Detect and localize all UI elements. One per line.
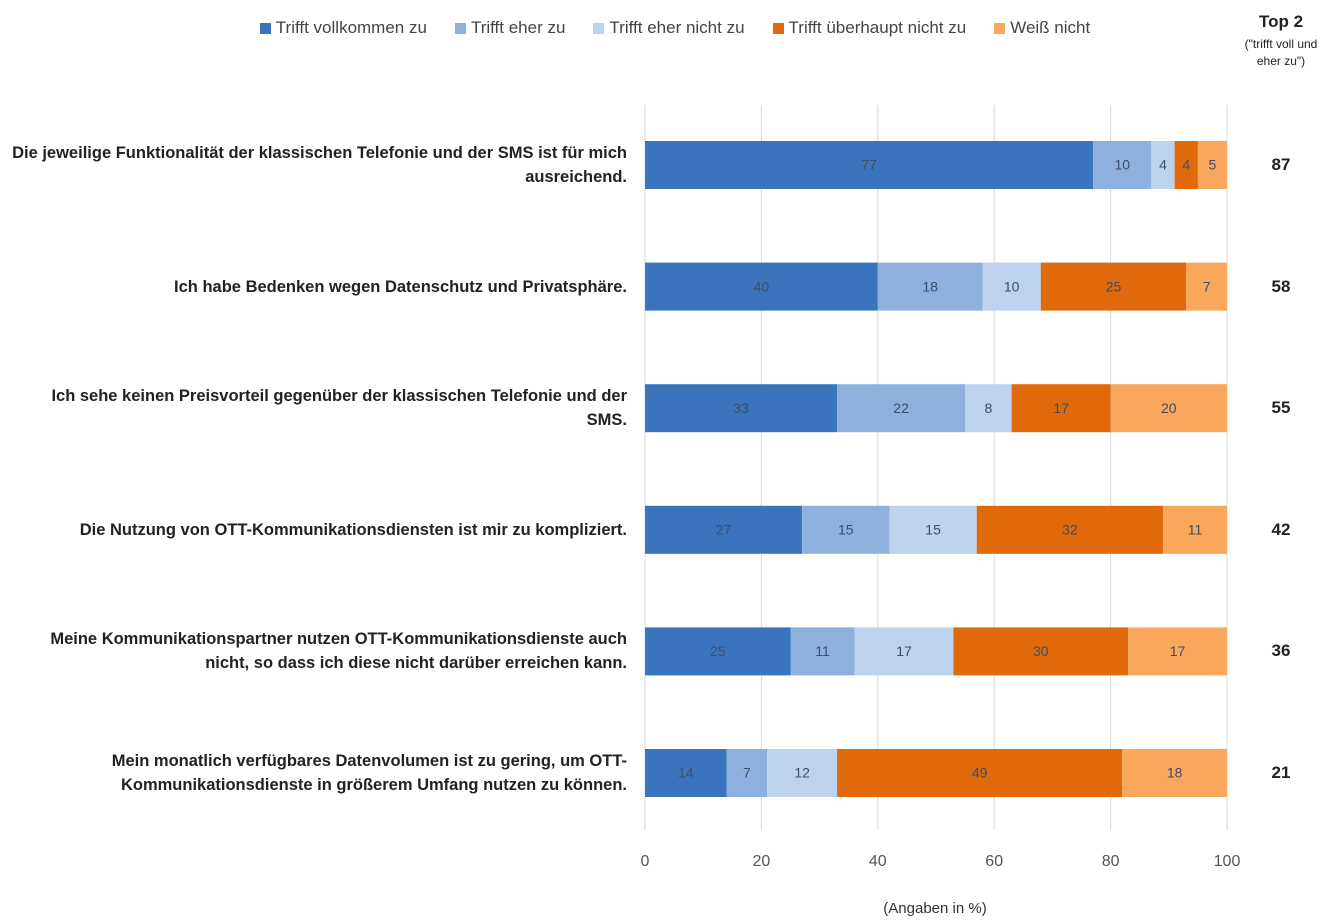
data-label: 4 (1182, 157, 1190, 173)
data-label: 20 (1161, 400, 1177, 416)
bar-segment (645, 627, 791, 676)
bar-segment (767, 749, 838, 797)
data-label: 10 (1004, 278, 1020, 294)
data-label: 15 (925, 522, 941, 538)
top2-note: ("trifft voll und eher zu") (1244, 37, 1318, 68)
category-label: Meine Kommunikationspartner nutzen OTT-K… (50, 630, 627, 673)
legend-label: Trifft vollkommen zu (275, 18, 427, 37)
legend-swatch (994, 22, 1006, 34)
category-label: Mein monatlich verfügbares Datenvolumen … (111, 752, 627, 794)
top2-value: 55 (1271, 398, 1291, 418)
legend-swatch (772, 22, 784, 34)
bar-segment (877, 262, 983, 311)
data-label: 12 (794, 765, 810, 781)
top2-value: 58 (1271, 276, 1291, 296)
bar-segment (645, 141, 1094, 189)
top2-value: 21 (1271, 763, 1291, 782)
bar-segment (1174, 141, 1198, 189)
bar-segment (889, 505, 977, 554)
x-tick-label: 40 (869, 853, 887, 870)
data-label: 4 (1159, 157, 1167, 173)
data-label: 17 (1053, 400, 1069, 416)
bar-segment (1040, 262, 1187, 311)
legend-swatch (259, 22, 271, 34)
bar-segment (1151, 141, 1175, 189)
bar-segment (645, 749, 727, 797)
data-label: 18 (922, 278, 938, 294)
bar-segment (645, 505, 803, 554)
data-label: 30 (1033, 643, 1049, 659)
bar-segment (1011, 384, 1111, 433)
bar-segment (1186, 262, 1227, 311)
bar-segment (1093, 141, 1152, 189)
category-label: Die jeweilige Funktionalität der klassis… (12, 144, 627, 186)
top2-value: 42 (1271, 519, 1291, 539)
data-label: 22 (893, 400, 909, 416)
data-label: 33 (733, 400, 749, 416)
bar-segment (802, 505, 890, 554)
legend-item: Trifft vollkommen zu (259, 18, 427, 38)
bar-segment (1197, 141, 1227, 189)
x-axis-label: (Angaben in %) (883, 900, 987, 917)
category-label: Die Nutzung von OTT-Kommunikationsdienst… (79, 520, 627, 539)
legend-item: Weiß nicht (994, 18, 1090, 38)
data-label: 17 (896, 643, 912, 659)
legend-item: Trifft überhaupt nicht zu (772, 18, 967, 38)
bar-segment (854, 627, 954, 676)
legend-item: Trifft eher zu (454, 18, 566, 38)
legend-swatch (454, 22, 466, 34)
data-label: 25 (710, 643, 726, 659)
top2-value: 36 (1271, 641, 1291, 661)
legend-label: Trifft eher nicht zu (609, 18, 745, 37)
top2-title: Top 2 (1258, 12, 1304, 31)
bar-segment (965, 384, 1012, 433)
bar-segment (1162, 505, 1227, 554)
category-label: Ich habe Bedenken wegen Datenschutz und … (174, 277, 627, 296)
data-label: 5 (1209, 157, 1217, 173)
bar-segment (953, 627, 1129, 676)
bar-segment (645, 384, 838, 433)
legend: Trifft vollkommen zu Trifft eher zu Trifft… (200, 18, 1150, 38)
data-label: 8 (984, 400, 992, 416)
x-tick-label: 80 (1102, 853, 1120, 870)
data-label: 7 (1203, 278, 1211, 294)
bar-segment (790, 627, 855, 676)
data-label: 17 (1170, 643, 1186, 659)
legend-swatch (593, 22, 605, 34)
data-label: 32 (1062, 522, 1078, 538)
data-label: 14 (678, 765, 694, 781)
category-label: Ich sehe keinen Preisvorteil gegenüber d… (51, 387, 627, 430)
legend-item: Trifft eher nicht zu (593, 18, 745, 38)
bar-segment (1110, 384, 1227, 433)
legend-label: Trifft überhaupt nicht zu (788, 18, 967, 37)
bar-segment (837, 749, 1123, 797)
bar-segment (1122, 749, 1227, 797)
data-label: 11 (815, 643, 830, 659)
data-label: 40 (754, 278, 770, 294)
top2-value: 87 (1271, 155, 1291, 174)
bar-segment (645, 262, 878, 311)
data-label: 18 (1167, 765, 1183, 781)
x-tick-label: 60 (985, 853, 1003, 870)
data-label: 15 (838, 522, 854, 538)
x-tick-label: 0 (641, 853, 650, 870)
data-label: 7 (743, 765, 751, 781)
bar-segment (837, 384, 966, 433)
legend-label: Trifft eher zu (470, 18, 566, 37)
data-label: 27 (716, 522, 732, 538)
data-label: 10 (1114, 157, 1130, 173)
data-label: 77 (861, 157, 877, 173)
x-tick-label: 20 (753, 853, 771, 870)
data-label: 25 (1106, 278, 1122, 294)
bar-segment (982, 262, 1041, 311)
bar-segment (976, 505, 1163, 554)
legend-label: Weiß nicht (1010, 18, 1091, 37)
data-label: 49 (972, 765, 988, 781)
bar-segment (726, 749, 768, 797)
data-label: 11 (1188, 522, 1203, 538)
bar-segment (1128, 627, 1227, 676)
x-tick-label: 100 (1214, 853, 1241, 870)
